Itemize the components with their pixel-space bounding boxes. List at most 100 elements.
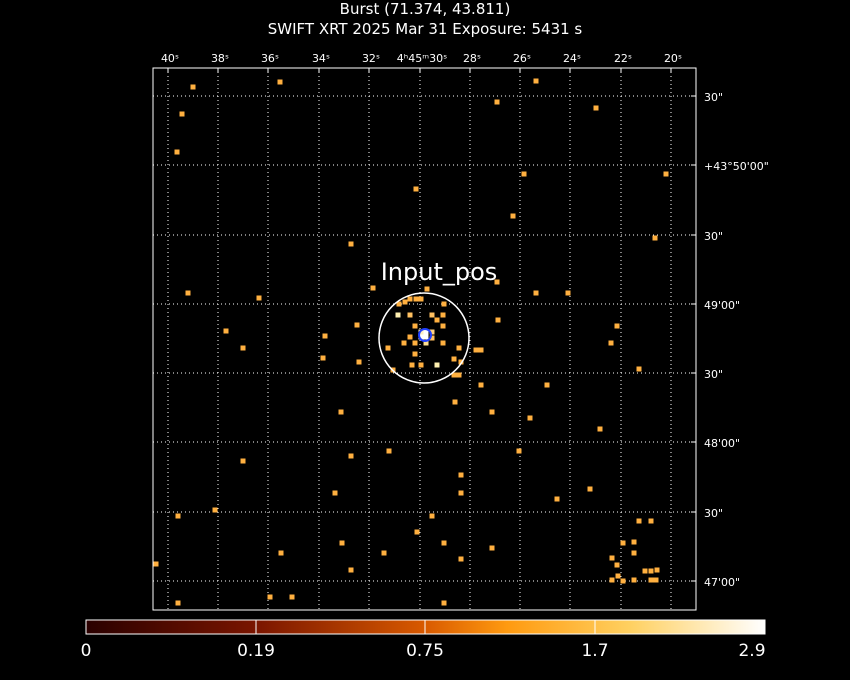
photon-event <box>395 312 401 318</box>
photon-event <box>413 296 419 302</box>
photon-event <box>631 577 637 583</box>
photon-event <box>554 496 560 502</box>
photon-event <box>348 241 354 247</box>
dec-tick-label: 47'00" <box>704 576 740 589</box>
dec-tick-label: 30" <box>704 368 723 381</box>
photon-event <box>240 345 246 351</box>
region-label: Input_pos <box>381 258 498 286</box>
dec-tick-label: +43°50'00" <box>704 160 769 173</box>
photon-event <box>348 453 354 459</box>
photon-event <box>278 550 284 556</box>
photon-event <box>614 323 620 329</box>
photon-event <box>597 426 603 432</box>
ra-tick-label: 24ˢ <box>563 52 581 65</box>
photon-event <box>608 340 614 346</box>
photon-event <box>456 345 462 351</box>
photon-event <box>533 290 539 296</box>
photon-event <box>424 286 430 292</box>
photon-event <box>636 518 642 524</box>
photon-event <box>407 296 413 302</box>
photon-event <box>418 334 424 340</box>
photon-event <box>652 235 658 241</box>
photon-event <box>429 329 435 335</box>
coordinate-grid <box>153 68 696 610</box>
photon-event <box>451 356 457 362</box>
photon-event <box>620 540 626 546</box>
photon-event <box>648 577 654 583</box>
photon-event <box>473 347 479 353</box>
photon-event <box>153 561 159 567</box>
photon-event <box>339 540 345 546</box>
photon-event <box>620 578 626 584</box>
photon-event <box>533 78 539 84</box>
ra-tick-label: 20ˢ <box>664 52 682 65</box>
photon-event <box>614 562 620 568</box>
photon-event <box>452 399 458 405</box>
observation-info: SWIFT XRT 2025 Mar 31 Exposure: 5431 s <box>267 20 583 38</box>
photon-event <box>663 171 669 177</box>
ra-tick-label: 40ˢ <box>161 52 179 65</box>
photon-event <box>521 171 527 177</box>
photon-event <box>354 322 360 328</box>
photon-event <box>277 79 283 85</box>
photon-event <box>175 513 181 519</box>
photon-event <box>256 295 262 301</box>
dec-tick-label: 30" <box>704 230 723 243</box>
photon-event <box>609 555 615 561</box>
photon-event <box>407 334 413 340</box>
dec-tick-label: 49'00" <box>704 299 740 312</box>
photon-event <box>648 518 654 524</box>
photon-event <box>434 317 440 323</box>
photon-event <box>412 351 418 357</box>
photon-event <box>190 84 196 90</box>
photon-events <box>153 78 669 606</box>
photon-event <box>412 323 418 329</box>
ra-tick-label: 32ˢ <box>362 52 380 65</box>
photon-event <box>441 301 447 307</box>
ra-tick-label: 34ˢ <box>312 52 330 65</box>
photon-event <box>418 329 424 335</box>
photon-event <box>322 333 328 339</box>
photon-event <box>440 312 446 318</box>
ra-tick-label: 36ˢ <box>261 52 279 65</box>
photon-event <box>653 577 659 583</box>
photon-event <box>489 545 495 551</box>
photon-event <box>458 490 464 496</box>
image-title: Burst (71.374, 43.811) <box>339 0 511 18</box>
photon-event <box>423 329 429 335</box>
photon-event <box>412 340 418 346</box>
photon-event <box>385 345 391 351</box>
photon-event <box>458 359 464 365</box>
photon-event <box>356 359 362 365</box>
photon-event <box>456 372 462 378</box>
dec-axis-labels: 30" +43°50'00" 30" 49'00" 30" 48'00" 30" 47'00" <box>691 91 769 589</box>
dec-tick-label: 30" <box>704 91 723 104</box>
photon-event <box>494 99 500 105</box>
photon-event <box>386 448 392 454</box>
photon-event <box>516 448 522 454</box>
colorbar-label: 0.75 <box>406 641 444 661</box>
photon-event <box>615 573 621 579</box>
photon-event <box>429 513 435 519</box>
photon-event <box>478 347 484 353</box>
photon-event <box>396 301 402 307</box>
photon-event <box>423 334 429 340</box>
photon-event <box>631 550 637 556</box>
photon-event <box>174 149 180 155</box>
dec-tick-label: 48'00" <box>704 437 740 450</box>
colorbar-label-min: 0 <box>80 641 92 661</box>
photon-event <box>495 317 501 323</box>
photon-event <box>458 556 464 562</box>
ra-tick-label: 22ˢ <box>614 52 632 65</box>
photon-event <box>631 539 637 545</box>
photon-event <box>593 105 599 111</box>
ra-tick-label: 38ˢ <box>211 52 229 65</box>
source-region-circle[interactable] <box>378 292 470 384</box>
photon-event <box>185 290 191 296</box>
ra-tick-label: 4ʰ45ᵐ30ˢ <box>397 52 447 65</box>
source-position-marker <box>418 328 432 342</box>
photon-event <box>418 296 424 302</box>
photon-event <box>289 594 295 600</box>
photon-event <box>429 312 435 318</box>
